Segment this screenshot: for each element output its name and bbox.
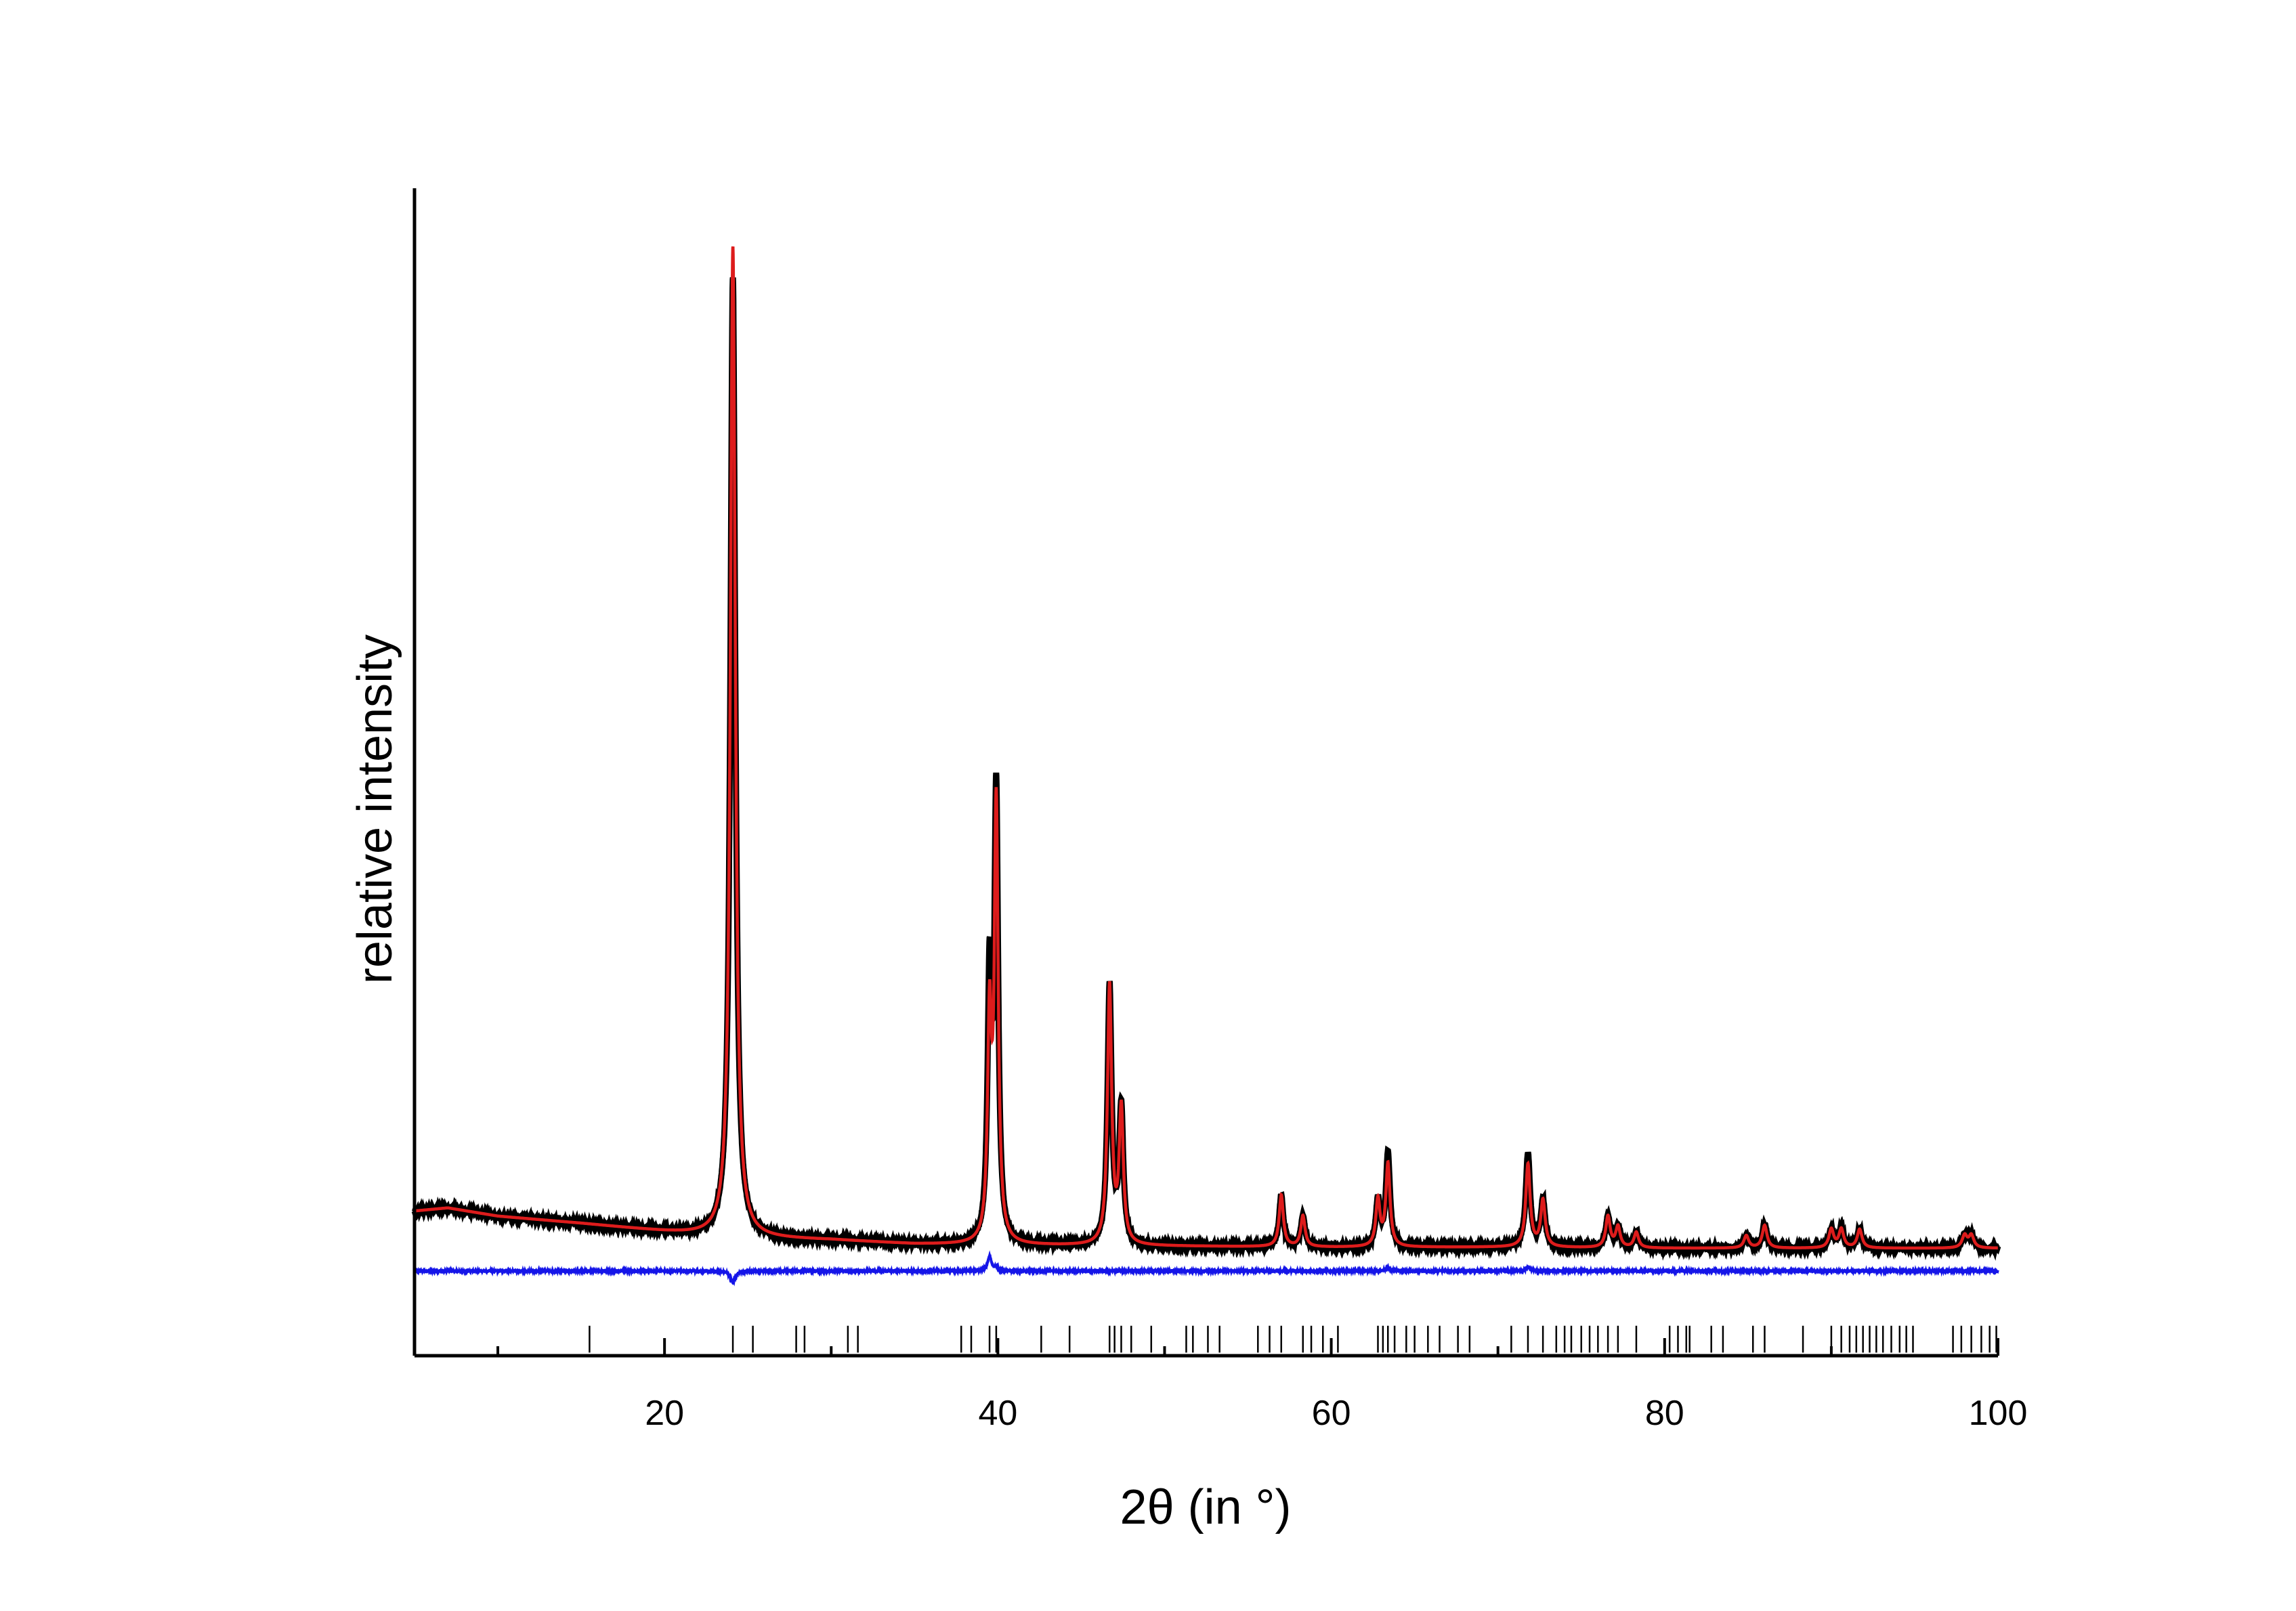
x-axis-ticks: [496, 1338, 1999, 1356]
y-axis-title: relative intensity: [348, 635, 402, 984]
axes: 20 40 60 80 100: [412, 188, 2027, 1433]
x-tick-label: 40: [978, 1394, 1017, 1433]
x-tick-label: 20: [645, 1394, 684, 1433]
x-tick-label: 60: [1312, 1394, 1351, 1433]
difference-curve: [413, 1250, 1999, 1287]
plot-area: [411, 246, 2001, 1353]
x-tick-label: 100: [1969, 1394, 2028, 1433]
observed-curve: [411, 277, 2001, 1261]
x-axis-tick-labels: 20 40 60 80 100: [645, 1394, 2027, 1433]
reflection-markers: [589, 1325, 1997, 1353]
calculated-curve: [414, 246, 1998, 1250]
x-tick-label: 80: [1645, 1394, 1684, 1433]
x-axis-title: 2θ (in °): [1120, 1480, 1292, 1534]
